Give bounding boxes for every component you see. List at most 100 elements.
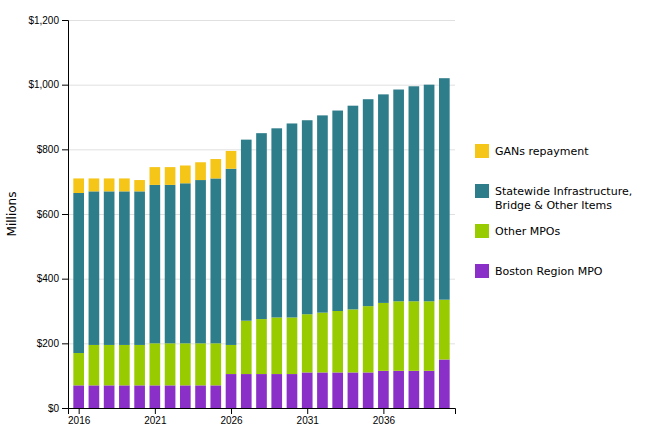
bar xyxy=(348,309,359,372)
x-tick-mark xyxy=(307,408,308,414)
x-tick: 2016 xyxy=(68,408,91,426)
bar xyxy=(317,372,328,408)
bar xyxy=(409,86,420,87)
legend-label: Boston Region MPO xyxy=(495,265,603,278)
x-tick-mark xyxy=(383,408,384,414)
bar xyxy=(271,128,282,317)
x-tick-mark xyxy=(79,408,80,414)
x-tick-label: 2021 xyxy=(144,415,167,426)
bar xyxy=(241,321,252,374)
bar xyxy=(210,343,221,385)
bar xyxy=(241,139,252,140)
series xyxy=(73,151,236,193)
legend-label-line: GANs repayment xyxy=(495,145,589,158)
bar xyxy=(256,133,267,134)
bar xyxy=(89,385,100,408)
bar xyxy=(332,111,343,311)
bar xyxy=(439,360,450,409)
bar xyxy=(104,178,115,191)
bar xyxy=(256,374,267,408)
bar xyxy=(363,372,374,408)
legend-item: Statewide Infrastructure,Bridge & Other … xyxy=(475,184,632,212)
y-tick: $400 xyxy=(37,273,68,284)
x-tick: 2026 xyxy=(220,408,243,426)
bar xyxy=(378,94,389,95)
bar xyxy=(363,99,374,306)
bar xyxy=(317,313,328,373)
bar xyxy=(195,180,206,343)
bar xyxy=(73,178,84,193)
bar xyxy=(195,343,206,385)
legend-label: Statewide Infrastructure,Bridge & Other … xyxy=(495,185,632,212)
legend-swatch xyxy=(475,144,489,158)
bar xyxy=(150,343,161,385)
bar xyxy=(348,105,359,106)
bar xyxy=(241,140,252,321)
bar xyxy=(165,167,176,185)
bar xyxy=(104,345,115,385)
bar xyxy=(119,345,130,385)
bar xyxy=(241,374,252,408)
bar xyxy=(287,374,298,408)
bar xyxy=(210,159,221,178)
bar xyxy=(226,151,237,169)
bar xyxy=(424,371,435,408)
bar xyxy=(150,185,161,343)
bar xyxy=(226,345,237,374)
bar xyxy=(104,385,115,408)
x-tick-label: 2026 xyxy=(220,415,243,426)
legend-item: GANs repayment xyxy=(475,144,589,158)
y-tick-mark xyxy=(62,214,68,215)
bar xyxy=(302,120,313,121)
y-tick: $600 xyxy=(37,209,68,220)
bar xyxy=(180,166,191,184)
x-tick: 2031 xyxy=(297,408,320,426)
bar xyxy=(439,78,450,79)
y-tick-label: $400 xyxy=(37,273,60,284)
y-tick: $800 xyxy=(37,144,68,155)
bar xyxy=(332,372,343,408)
legend-swatch xyxy=(475,264,489,278)
bar xyxy=(165,343,176,385)
y-tick-label: $800 xyxy=(37,144,60,155)
y-axis-title: Millions xyxy=(5,192,19,237)
x-tick: 2021 xyxy=(144,408,167,426)
bar xyxy=(348,372,359,408)
y-tick-label: $600 xyxy=(37,209,60,220)
bar xyxy=(302,120,313,314)
y-tick: $1,200 xyxy=(28,15,68,26)
bar xyxy=(409,86,420,301)
bar xyxy=(439,300,450,360)
bar xyxy=(363,99,374,100)
bar xyxy=(439,78,450,299)
bar xyxy=(89,345,100,385)
y-tick-label: $0 xyxy=(48,403,60,414)
y-tick: $0 xyxy=(48,403,68,414)
y-tick-label: $1,200 xyxy=(28,15,59,26)
bar xyxy=(424,85,435,302)
x-tick-mark xyxy=(155,408,156,414)
bar xyxy=(210,385,221,408)
bar xyxy=(150,167,161,185)
x-tick-label: 2031 xyxy=(297,415,320,426)
bar xyxy=(180,183,191,343)
bar xyxy=(393,90,404,302)
bar xyxy=(424,84,435,85)
bar xyxy=(226,374,237,408)
y-axis-line xyxy=(62,21,69,409)
bar xyxy=(73,353,84,385)
bar xyxy=(393,89,404,90)
bar xyxy=(256,133,267,319)
bar xyxy=(73,385,84,408)
bar xyxy=(150,385,161,408)
bar xyxy=(256,319,267,374)
grid-tick xyxy=(68,85,455,86)
bar xyxy=(378,303,389,371)
bar xyxy=(409,301,420,371)
bar xyxy=(393,371,404,408)
x-axis-line xyxy=(69,409,456,415)
bar xyxy=(165,385,176,408)
bar xyxy=(165,185,176,343)
bar xyxy=(302,314,313,372)
legend-label-line: Bridge & Other Items xyxy=(495,199,612,212)
